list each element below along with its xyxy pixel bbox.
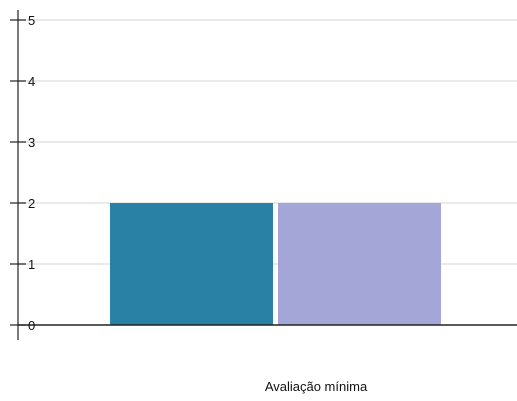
y-tick-label-0: 0 xyxy=(28,318,35,333)
y-tick-label-5: 5 xyxy=(28,13,35,28)
y-tick-label-4: 4 xyxy=(28,74,35,89)
axis-labels: 0 1 2 3 4 5 Avaliação mínima xyxy=(28,13,368,394)
y-tick-label-3: 3 xyxy=(28,135,35,150)
y-axis xyxy=(10,10,517,340)
y-tick-label-2: 2 xyxy=(28,196,35,211)
y-tick-label-1: 1 xyxy=(28,257,35,272)
bars xyxy=(110,203,441,325)
x-category-label-0: Avaliação mínima xyxy=(265,379,368,394)
bar-series-1-0 xyxy=(110,203,273,325)
bar-series-2-0 xyxy=(278,203,441,325)
